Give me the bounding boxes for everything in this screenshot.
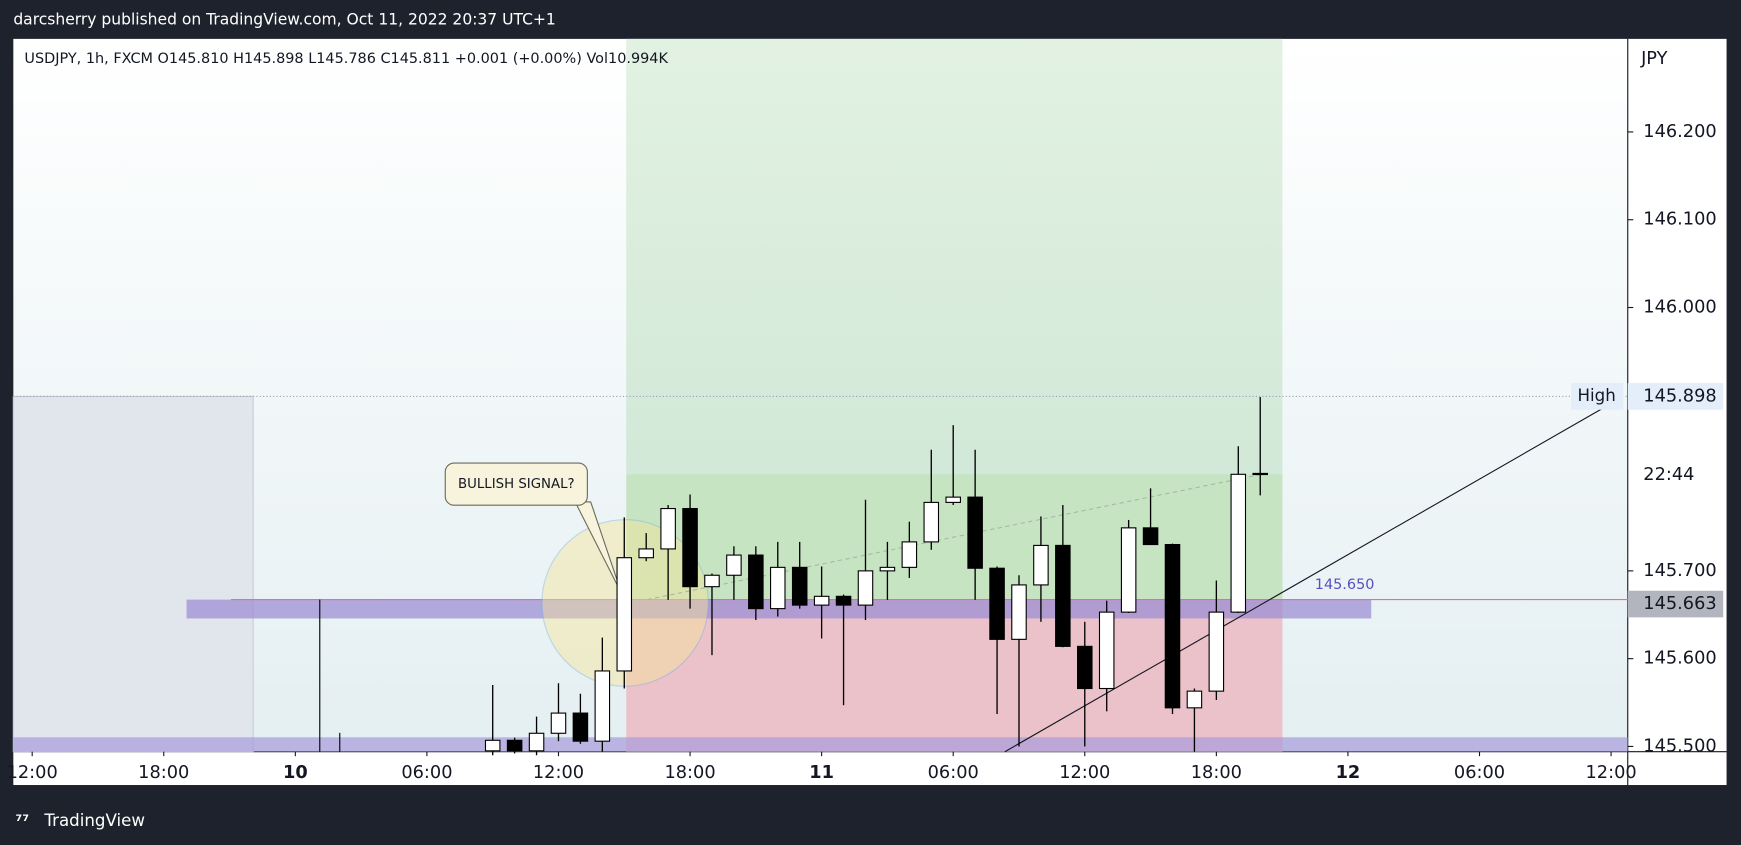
candle-body (682, 507, 698, 588)
candle-body (923, 501, 940, 543)
profit-zone (626, 38, 1283, 475)
gray-box (12, 395, 254, 753)
y-tick-label: 146.200 (1643, 122, 1716, 142)
time-axis (13, 751, 1727, 786)
x-tick-label: 06:00 (928, 763, 979, 783)
y-tick-label: 146.100 (1643, 210, 1716, 230)
candle-body (1252, 472, 1268, 476)
x-tick-label: 12 (1336, 763, 1361, 783)
brand[interactable]: TradingView (43, 811, 145, 830)
candle-body (638, 548, 654, 559)
candle-body (748, 554, 764, 610)
candle-body (572, 712, 589, 742)
logo-mark: ⁷⁷ (16, 812, 30, 830)
candle-body (528, 732, 545, 752)
callout-text: BULLISH SIGNAL? (458, 477, 575, 492)
candle-body (1208, 611, 1225, 692)
symbol-header: USDJPY, 1h, FXCM O145.810 H145.898 L145.… (24, 51, 668, 67)
x-tick-label: 18:00 (138, 763, 189, 783)
candle-body (791, 566, 808, 606)
high-price: 145.898 (1643, 386, 1716, 406)
candle-body (835, 595, 852, 606)
candle-body (594, 670, 611, 742)
axis-unit: JPY (1640, 49, 1668, 69)
candle-body (1077, 645, 1093, 690)
high-label-box (1571, 383, 1624, 410)
candle-body (945, 496, 961, 503)
candle-body (857, 570, 874, 606)
candle-body (1164, 543, 1181, 709)
candle-body (484, 739, 501, 752)
candle-body (726, 554, 742, 576)
y-tick-label: 145.700 (1643, 561, 1716, 581)
callout (444, 462, 588, 506)
countdown-box (1632, 461, 1702, 489)
candle-body (704, 574, 720, 588)
countdown: 22:44 (1643, 465, 1694, 485)
y-tick-label: 145.600 (1643, 649, 1716, 669)
candle-body (1120, 527, 1137, 613)
stop-zone (626, 599, 1283, 752)
candle-body (616, 557, 633, 672)
candle-body (1186, 690, 1203, 709)
x-tick-label: 11 (809, 763, 834, 783)
trend-line (1004, 408, 1603, 753)
candle-body (550, 712, 567, 734)
y-tick-label: 146.000 (1643, 298, 1716, 318)
candle-body (813, 595, 830, 606)
candle-body (989, 567, 1005, 640)
candle-body (901, 541, 918, 568)
x-tick-label: 12:00 (1586, 763, 1637, 783)
x-tick-label: 06:00 (401, 763, 452, 783)
x-tick-label: 06:00 (1454, 763, 1505, 783)
level-note: 145.650 (1315, 577, 1375, 593)
published-line: darcsherry published on TradingView.com,… (13, 11, 556, 29)
high-label: High (1578, 386, 1616, 405)
x-tick-label: 18:00 (1191, 763, 1242, 783)
level-price: 145.663 (1643, 594, 1716, 614)
candle-body (1142, 527, 1159, 546)
x-tick-label: 18:00 (664, 763, 715, 783)
high-price-box (1627, 383, 1724, 410)
candle-body (506, 739, 523, 752)
x-tick-label: 12:00 (1059, 763, 1110, 783)
candles (484, 397, 1268, 756)
candle-body (770, 566, 786, 610)
level-band (13, 737, 1628, 752)
x-tick-label: 10 (283, 763, 308, 783)
candle-body (879, 566, 896, 572)
candle-body (1055, 544, 1071, 647)
x-tick-label: 12:00 (7, 763, 58, 783)
candle-body (1230, 473, 1247, 613)
y-tick-label: 145.500 (1643, 736, 1716, 756)
level-price-box (1627, 590, 1724, 618)
candle-body (1011, 584, 1027, 640)
x-tick-label: 12:00 (533, 763, 584, 783)
candle-body (1033, 544, 1049, 586)
candle-body (660, 507, 676, 550)
candle-body (1098, 611, 1115, 690)
candle-body (967, 496, 983, 569)
drawings: BULLISH SIGNAL? (12, 38, 1628, 753)
